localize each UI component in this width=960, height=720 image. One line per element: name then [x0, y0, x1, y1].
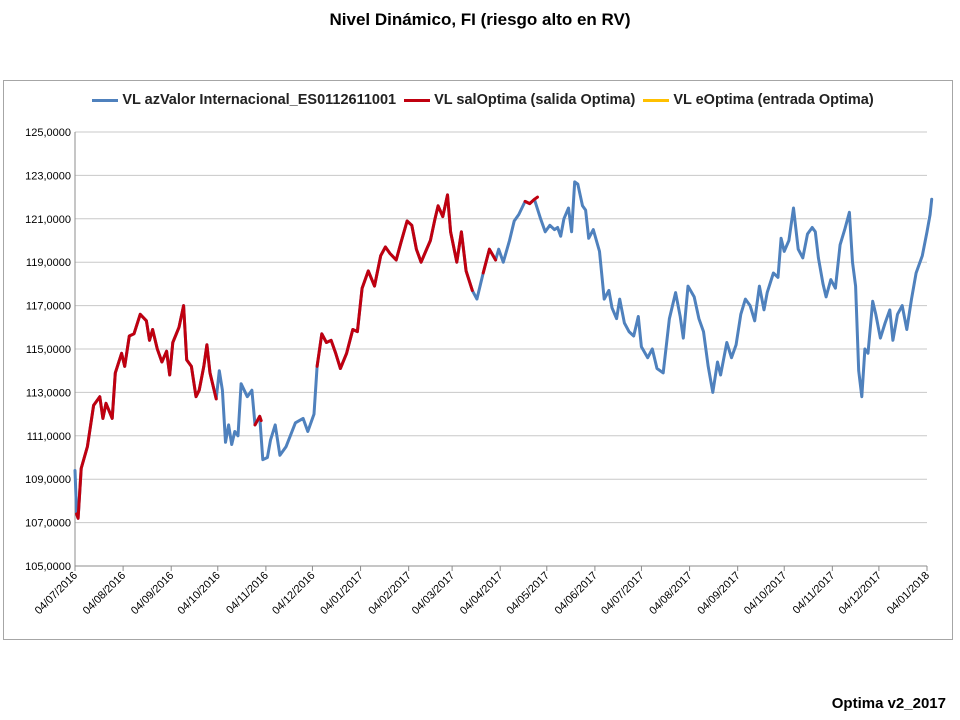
legend: VL azValor Internacional_ES0112611001 VL…	[53, 92, 913, 108]
legend-item-saloptima: VL salOptima (salida Optima)	[404, 92, 635, 108]
x-tick-label: 04/10/2017	[742, 570, 789, 617]
x-tick-label: 04/11/2017	[791, 570, 838, 617]
chart-area	[3, 80, 953, 640]
chart-title: Nivel Dinámico, FI (riesgo alto en RV)	[329, 10, 631, 29]
legend-item-azvalor: VL azValor Internacional_ES0112611001	[92, 92, 396, 108]
x-tick-label: 04/12/2016	[270, 570, 317, 617]
y-tick-label: 117,0000	[26, 301, 71, 313]
y-tick-label: 105,0000	[25, 561, 71, 573]
y-tick-label: 123,0000	[25, 170, 71, 182]
y-tick-label: 107,0000	[25, 518, 71, 530]
x-tick-label: 04/06/2017	[553, 570, 600, 617]
series-line-0	[73, 180, 934, 520]
y-tick-label: 121,0000	[25, 214, 71, 226]
legend-swatch-blue	[92, 98, 119, 102]
y-tick-label: 119,0000	[26, 257, 71, 269]
y-tick-label: 113,0000	[26, 387, 71, 399]
legend-swatch-red	[404, 98, 431, 102]
footer-label: Optima v2_2017	[831, 695, 946, 712]
legend-label-saloptima: VL salOptima (salida Optima)	[434, 92, 636, 108]
x-tick-label: 04/04/2017	[458, 570, 505, 617]
series-line-1	[75, 193, 539, 520]
x-tick-label: 04/08/2016	[81, 570, 128, 617]
x-tick-label: 04/12/2017	[837, 570, 884, 617]
x-tick-label: 04/02/2017	[366, 570, 413, 617]
y-tick-label: 115,0000	[26, 344, 71, 356]
x-tick-label: 04/01/2018	[885, 570, 932, 617]
x-tick-label: 04/09/2016	[129, 570, 176, 617]
x-tick-label: 04/01/2017	[318, 570, 365, 617]
legend-label-eoptima: VL eOptima (entrada Optima)	[673, 92, 874, 108]
y-tick-label: 125,0000	[25, 127, 71, 139]
legend-swatch-yellow	[643, 98, 670, 102]
x-tick-label: 04/05/2017	[504, 570, 551, 617]
x-tick-label: 04/07/2017	[599, 570, 646, 617]
x-tick-label: 04/09/2017	[695, 570, 742, 617]
legend-item-eoptima: VL eOptima (entrada Optima)	[643, 92, 874, 108]
x-tick-label: 04/07/2016	[33, 570, 80, 617]
x-tick-label: 04/03/2017	[410, 570, 457, 617]
legend-label-azvalor: VL azValor Internacional_ES0112611001	[122, 92, 397, 108]
x-tick-label: 04/08/2017	[647, 570, 694, 617]
y-tick-label: 109,0000	[25, 474, 71, 486]
y-tick-label: 111,0000	[27, 431, 71, 443]
x-tick-label: 04/11/2016	[224, 570, 271, 617]
x-tick-label: 04/10/2016	[175, 570, 222, 617]
